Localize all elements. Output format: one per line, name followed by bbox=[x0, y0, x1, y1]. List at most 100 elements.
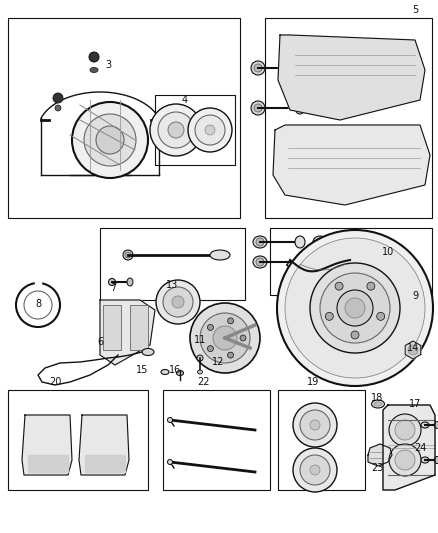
Ellipse shape bbox=[167, 417, 173, 423]
Text: 6: 6 bbox=[97, 337, 103, 347]
Ellipse shape bbox=[127, 278, 133, 286]
Circle shape bbox=[310, 465, 320, 475]
Ellipse shape bbox=[295, 102, 305, 114]
Ellipse shape bbox=[421, 422, 429, 428]
Circle shape bbox=[351, 331, 359, 339]
Text: 9: 9 bbox=[412, 291, 418, 301]
Circle shape bbox=[163, 287, 193, 317]
Bar bbox=[270, 228, 432, 295]
Ellipse shape bbox=[295, 236, 305, 248]
Circle shape bbox=[190, 303, 260, 373]
Text: 13: 13 bbox=[166, 280, 178, 290]
Text: 24: 24 bbox=[414, 443, 426, 453]
Polygon shape bbox=[368, 444, 392, 466]
Circle shape bbox=[310, 420, 320, 430]
Circle shape bbox=[408, 345, 418, 355]
Ellipse shape bbox=[254, 104, 262, 112]
Ellipse shape bbox=[167, 459, 173, 464]
Bar bbox=[278, 390, 365, 490]
Polygon shape bbox=[278, 35, 425, 120]
Circle shape bbox=[395, 420, 415, 440]
Ellipse shape bbox=[295, 62, 305, 74]
Circle shape bbox=[300, 455, 330, 485]
Ellipse shape bbox=[251, 61, 265, 75]
Ellipse shape bbox=[253, 256, 267, 268]
Circle shape bbox=[389, 414, 421, 446]
Polygon shape bbox=[273, 125, 430, 205]
Circle shape bbox=[188, 108, 232, 152]
Circle shape bbox=[389, 444, 421, 476]
Ellipse shape bbox=[355, 256, 365, 268]
Ellipse shape bbox=[125, 252, 131, 258]
Circle shape bbox=[345, 298, 365, 318]
Circle shape bbox=[285, 238, 425, 378]
Ellipse shape bbox=[434, 422, 438, 429]
Ellipse shape bbox=[210, 250, 230, 260]
Circle shape bbox=[53, 93, 63, 103]
Polygon shape bbox=[85, 455, 125, 472]
Circle shape bbox=[335, 282, 343, 290]
Text: 5: 5 bbox=[412, 5, 418, 15]
Ellipse shape bbox=[177, 370, 184, 376]
Text: 20: 20 bbox=[49, 377, 61, 387]
Circle shape bbox=[377, 312, 385, 320]
Circle shape bbox=[300, 410, 330, 440]
Polygon shape bbox=[100, 300, 155, 365]
Text: 14: 14 bbox=[407, 343, 419, 353]
Circle shape bbox=[150, 104, 202, 156]
Ellipse shape bbox=[254, 64, 262, 72]
Ellipse shape bbox=[316, 258, 324, 266]
Ellipse shape bbox=[251, 101, 265, 115]
Circle shape bbox=[84, 114, 136, 166]
Ellipse shape bbox=[313, 256, 327, 268]
Text: 7: 7 bbox=[110, 283, 116, 293]
Polygon shape bbox=[79, 415, 129, 475]
Circle shape bbox=[293, 448, 337, 492]
Ellipse shape bbox=[90, 68, 98, 72]
Circle shape bbox=[55, 105, 61, 111]
Circle shape bbox=[395, 450, 415, 470]
Circle shape bbox=[367, 282, 375, 290]
Bar bbox=[8, 18, 240, 218]
Circle shape bbox=[213, 326, 237, 350]
Ellipse shape bbox=[253, 236, 267, 248]
Polygon shape bbox=[22, 415, 72, 475]
Circle shape bbox=[293, 403, 337, 447]
Circle shape bbox=[200, 313, 250, 363]
Bar bbox=[8, 390, 148, 490]
Ellipse shape bbox=[295, 256, 305, 268]
Ellipse shape bbox=[198, 370, 202, 374]
Ellipse shape bbox=[355, 236, 365, 248]
Ellipse shape bbox=[256, 258, 264, 266]
Circle shape bbox=[195, 115, 225, 145]
Ellipse shape bbox=[109, 279, 116, 286]
Ellipse shape bbox=[374, 402, 382, 406]
Circle shape bbox=[240, 335, 246, 341]
Circle shape bbox=[158, 112, 194, 148]
Ellipse shape bbox=[313, 236, 327, 248]
Text: 22: 22 bbox=[197, 377, 209, 387]
Circle shape bbox=[208, 345, 213, 352]
Text: 10: 10 bbox=[382, 247, 394, 257]
Polygon shape bbox=[28, 455, 68, 472]
Circle shape bbox=[337, 290, 373, 326]
Circle shape bbox=[228, 352, 233, 358]
Bar bbox=[100, 228, 245, 300]
Text: 11: 11 bbox=[194, 335, 206, 345]
Bar bbox=[163, 390, 270, 490]
Text: 4: 4 bbox=[182, 95, 188, 105]
Circle shape bbox=[89, 52, 99, 62]
Circle shape bbox=[156, 280, 200, 324]
Circle shape bbox=[168, 122, 184, 138]
Ellipse shape bbox=[161, 369, 169, 375]
Ellipse shape bbox=[123, 250, 133, 260]
Polygon shape bbox=[383, 405, 435, 490]
Circle shape bbox=[310, 263, 400, 353]
Circle shape bbox=[205, 125, 215, 135]
Ellipse shape bbox=[434, 456, 438, 464]
Text: 16: 16 bbox=[169, 365, 181, 375]
Circle shape bbox=[72, 102, 148, 178]
Polygon shape bbox=[35, 282, 41, 286]
Text: 3: 3 bbox=[105, 60, 111, 70]
Ellipse shape bbox=[421, 457, 429, 463]
